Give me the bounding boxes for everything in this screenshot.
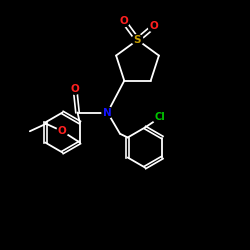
Text: O: O xyxy=(58,126,67,136)
Circle shape xyxy=(132,34,143,46)
Text: O: O xyxy=(120,16,128,26)
Circle shape xyxy=(153,110,167,124)
Circle shape xyxy=(102,107,113,118)
Text: O: O xyxy=(150,21,158,31)
Text: S: S xyxy=(134,35,141,45)
Circle shape xyxy=(57,126,68,137)
Circle shape xyxy=(118,16,129,27)
Text: N: N xyxy=(103,108,112,118)
Text: O: O xyxy=(71,84,80,94)
Circle shape xyxy=(148,21,159,32)
Circle shape xyxy=(70,83,80,94)
Text: Cl: Cl xyxy=(154,112,166,122)
